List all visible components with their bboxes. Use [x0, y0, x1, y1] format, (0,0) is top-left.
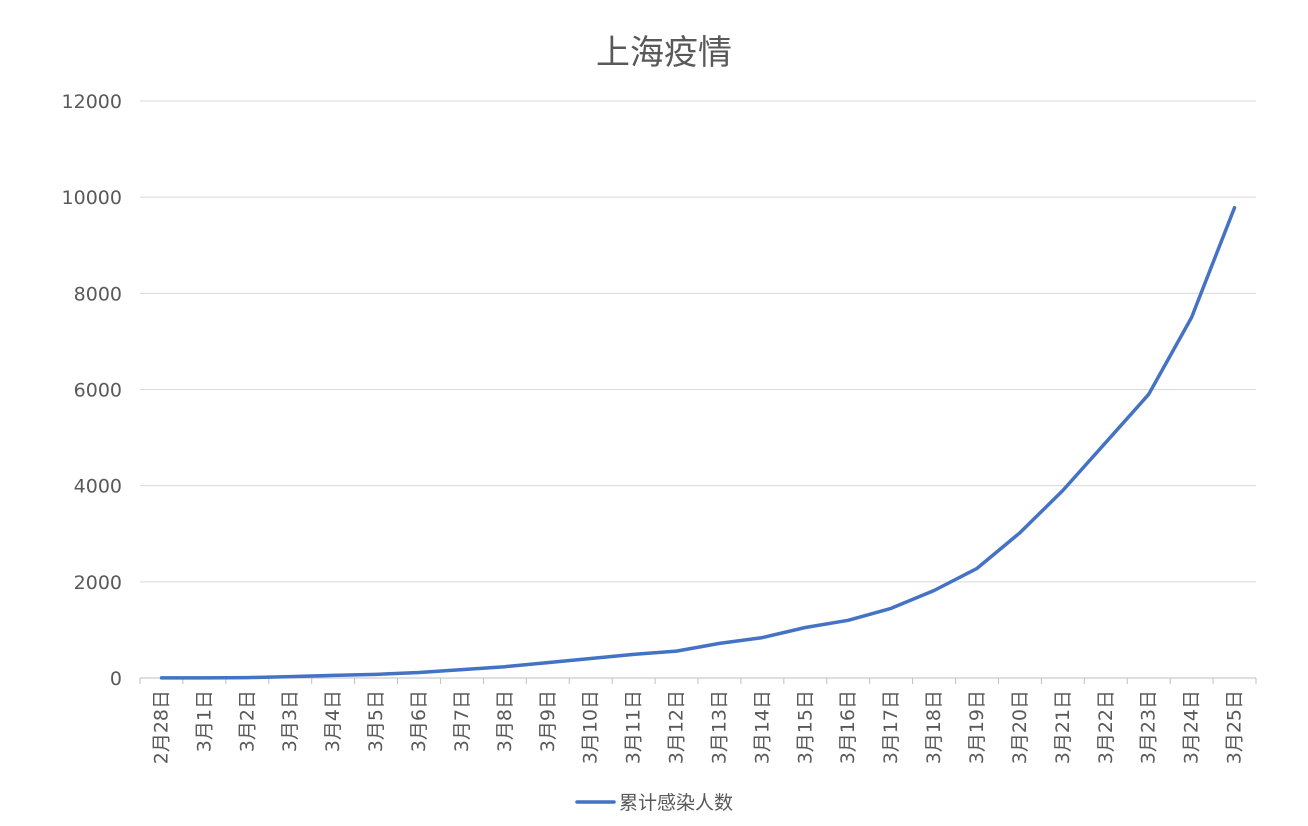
x-tick-label: 3月23日: [1138, 690, 1160, 764]
y-tick-label: 0: [110, 668, 122, 690]
chart-title: 上海疫情: [596, 33, 732, 73]
x-tick-label: 3月14日: [751, 690, 773, 764]
x-tick-label: 3月2日: [236, 690, 258, 752]
x-axis-ticks: 2月28日 3月1日 3月2日 3月3日 3月4日 3月5日 3月6日 3月7日 3月8日 3月9…: [139, 678, 1257, 764]
x-tick-label: 3月15日: [794, 690, 816, 764]
x-tick-label: 3月4日: [322, 690, 344, 752]
legend: 累计感染人数: [575, 792, 733, 814]
y-tick-label: 6000: [74, 380, 122, 402]
x-tick-label: 3月19日: [966, 690, 988, 764]
x-tick-label: 2月28日: [150, 690, 172, 764]
x-tick-label: 3月22日: [1095, 690, 1117, 764]
x-tick-label: 3月20日: [1009, 690, 1031, 764]
x-tick-label: 3月24日: [1181, 690, 1203, 764]
y-tick-label: 12000: [62, 91, 122, 113]
x-tick-label: 3月18日: [923, 690, 945, 764]
x-tick-label: 3月7日: [451, 690, 473, 752]
y-axis-ticks: 0 2000 4000 6000 8000 10000 12000: [62, 91, 122, 690]
x-tick-label: 3月25日: [1224, 690, 1246, 764]
x-tick-label: 3月11日: [623, 690, 645, 764]
x-tick-label: 3月5日: [365, 690, 387, 752]
x-tick-label: 3月21日: [1052, 690, 1074, 764]
x-tick-label: 3月13日: [708, 690, 730, 764]
series-lines: [159, 205, 1237, 680]
x-tick-label: 3月16日: [837, 690, 859, 764]
x-tick-label: 3月17日: [880, 690, 902, 764]
x-tick-label: 3月8日: [494, 690, 516, 752]
gridlines: [140, 100, 1256, 679]
y-tick-label: 2000: [74, 572, 122, 594]
x-tick-label: 3月6日: [408, 690, 430, 752]
x-tick-label: 3月1日: [193, 690, 215, 752]
x-tick-label: 3月3日: [279, 690, 301, 752]
y-tick-label: 10000: [62, 187, 122, 209]
legend-label: 累计感染人数: [619, 792, 733, 814]
y-tick-label: 8000: [74, 283, 122, 305]
x-tick-label: 3月12日: [666, 690, 688, 764]
x-tick-label: 3月9日: [537, 690, 559, 752]
x-tick-label: 3月10日: [580, 690, 602, 764]
y-tick-label: 4000: [74, 476, 122, 498]
series-line-0: [159, 205, 1237, 680]
